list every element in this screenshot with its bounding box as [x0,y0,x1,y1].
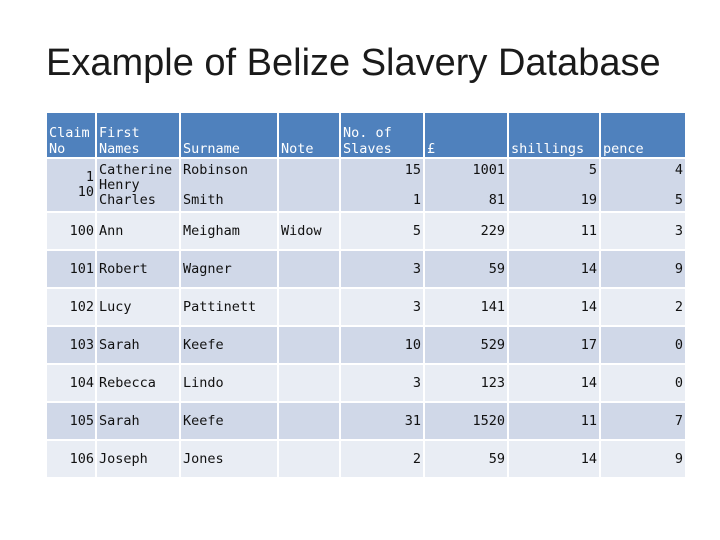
cell-pounds: 59 [425,249,509,287]
header-shillings: shillings [509,113,601,157]
header-claim-no: Claim No [47,113,97,157]
cell-pence: 0 [601,325,685,363]
table-row: 103 Sarah Keefe 10 529 17 0 [47,325,685,363]
slavery-database-table-container: Claim No First Names Surname Note No. of… [47,113,685,477]
cell-first-names: Sarah [97,325,181,363]
cell-no-of-slaves: 31 [341,401,425,439]
cell-pounds: 123 [425,363,509,401]
cell-claim-no: 100 [47,211,97,249]
cell-note [279,325,341,363]
cell-pounds: 229 [425,211,509,249]
cell-claim-no: 102 [47,287,97,325]
table-row: 100 Ann Meigham Widow 5 229 11 3 [47,211,685,249]
table-row: 1 10 Catherine Henry Charles Robinson Smit… [47,157,685,211]
cell-claim-no: 1 10 [47,157,97,211]
cell-first-names: Ann [97,211,181,249]
cell-shillings: 14 [509,249,601,287]
cell-pence: 9 [601,249,685,287]
cell-pence: 7 [601,401,685,439]
cell-pounds: 1001 81 [425,157,509,211]
cell-note [279,401,341,439]
cell-pounds: 141 [425,287,509,325]
header-surname: Surname [181,113,279,157]
cell-shillings: 5 19 [509,157,601,211]
cell-no-of-slaves: 3 [341,287,425,325]
cell-surname: Keefe [181,325,279,363]
cell-shillings: 11 [509,401,601,439]
header-first-names: First Names [97,113,181,157]
cell-claim-no: 101 [47,249,97,287]
cell-first-names: Robert [97,249,181,287]
cell-no-of-slaves: 2 [341,439,425,477]
cell-surname: Lindo [181,363,279,401]
cell-shillings: 14 [509,287,601,325]
cell-pounds: 59 [425,439,509,477]
cell-pence: 2 [601,287,685,325]
cell-claim-no: 103 [47,325,97,363]
cell-surname: Robinson Smith [181,157,279,211]
cell-first-names: Lucy [97,287,181,325]
cell-claim-no: 106 [47,439,97,477]
table-row: 106 Joseph Jones 2 59 14 9 [47,439,685,477]
table-body: 1 10 Catherine Henry Charles Robinson Smit… [47,157,685,477]
cell-note [279,439,341,477]
cell-pounds: 1520 [425,401,509,439]
cell-pence: 9 [601,439,685,477]
cell-surname: Pattinett [181,287,279,325]
cell-first-names: Catherine Henry Charles [97,157,181,211]
cell-shillings: 14 [509,363,601,401]
cell-claim-no: 104 [47,363,97,401]
cell-no-of-slaves: 3 [341,249,425,287]
cell-note [279,287,341,325]
slide-title: Example of Belize Slavery Database [46,42,661,84]
table-row: 102 Lucy Pattinett 3 141 14 2 [47,287,685,325]
cell-no-of-slaves: 10 [341,325,425,363]
cell-pence: 4 5 [601,157,685,211]
cell-first-names: Sarah [97,401,181,439]
table-header-row: Claim No First Names Surname Note No. of… [47,113,685,157]
cell-shillings: 17 [509,325,601,363]
header-note: Note [279,113,341,157]
cell-shillings: 11 [509,211,601,249]
cell-no-of-slaves: 3 [341,363,425,401]
cell-pounds: 529 [425,325,509,363]
cell-no-of-slaves: 15 1 [341,157,425,211]
cell-surname: Keefe [181,401,279,439]
table-row: 104 Rebecca Lindo 3 123 14 0 [47,363,685,401]
header-no-of-slaves: No. of Slaves [341,113,425,157]
slavery-database-table: Claim No First Names Surname Note No. of… [47,113,685,477]
cell-surname: Wagner [181,249,279,287]
cell-note [279,249,341,287]
cell-first-names: Joseph [97,439,181,477]
cell-note [279,363,341,401]
cell-note: Widow [279,211,341,249]
cell-surname: Jones [181,439,279,477]
cell-first-names: Rebecca [97,363,181,401]
table-row: 101 Robert Wagner 3 59 14 9 [47,249,685,287]
cell-shillings: 14 [509,439,601,477]
cell-note [279,157,341,211]
cell-surname: Meigham [181,211,279,249]
cell-no-of-slaves: 5 [341,211,425,249]
cell-pence: 3 [601,211,685,249]
cell-claim-no: 105 [47,401,97,439]
table-row: 105 Sarah Keefe 31 1520 11 7 [47,401,685,439]
header-pence: pence [601,113,685,157]
cell-pence: 0 [601,363,685,401]
header-pounds: £ [425,113,509,157]
